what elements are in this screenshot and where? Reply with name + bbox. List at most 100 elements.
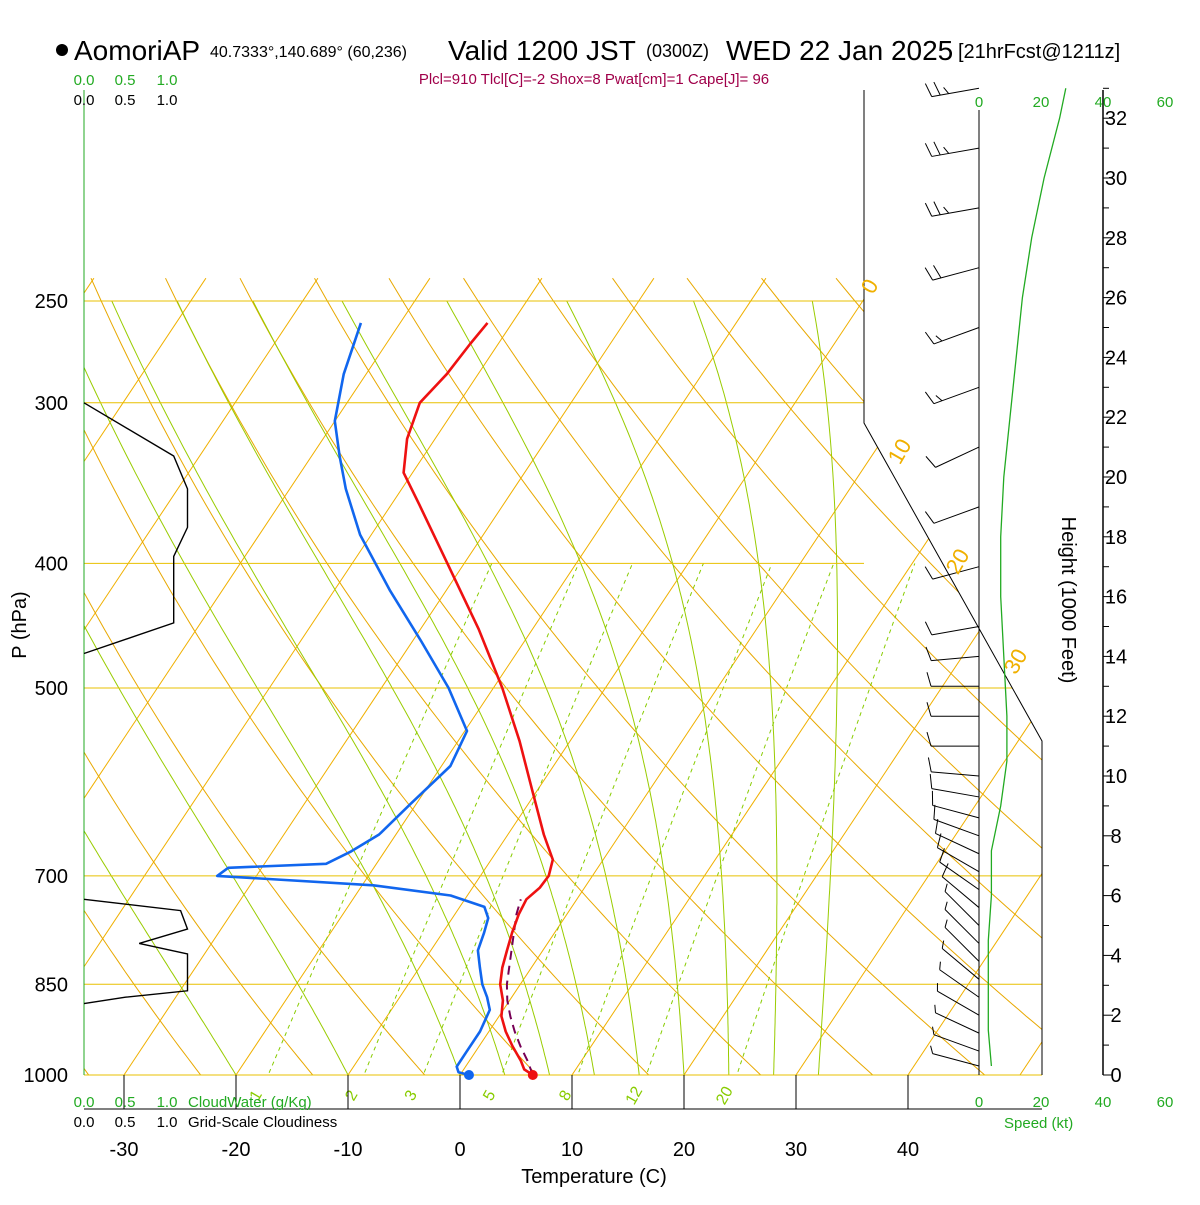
- wind-barb: [932, 791, 979, 818]
- isotherm-line: [890, 278, 1200, 1102]
- height-tick-label: 14: [1105, 646, 1127, 668]
- wind-barb: [926, 447, 979, 467]
- wind-barb-flag: [926, 456, 936, 467]
- speed-tick-bottom: 60: [1157, 1094, 1174, 1111]
- wind-barb-flag: [931, 1046, 933, 1054]
- height-tick-label: 16: [1105, 587, 1127, 609]
- mixing-ratio-line: [728, 563, 915, 1102]
- wind-barb: [935, 1005, 979, 1033]
- wind-barb-staff: [935, 447, 979, 467]
- mixing-ratio-line: [353, 563, 579, 1102]
- isotherm-line: [1002, 278, 1200, 1102]
- wind-barb-staff: [945, 927, 979, 961]
- wind-barb-flag: [925, 84, 931, 97]
- wind-barb: [925, 142, 979, 157]
- utc-time: (0300Z): [646, 41, 709, 61]
- wind-barb-flag: [934, 82, 940, 95]
- wind-barb-staff: [932, 789, 979, 797]
- wind-barb-staff: [932, 627, 979, 635]
- wind-barb-flag: [928, 758, 931, 772]
- cloudwater-legend: CloudWater (g/Kg): [188, 1094, 312, 1111]
- pressure-tick-label: 500: [35, 678, 68, 700]
- forecast-info: [21hrFcst@1211z]: [958, 41, 1120, 63]
- cloudiness-tick-bottom: 1.0: [157, 1114, 178, 1131]
- wind-barb: [925, 387, 979, 403]
- wind-barb: [925, 82, 979, 97]
- cloudiness-legend: Grid-Scale Cloudiness: [188, 1114, 337, 1131]
- cloudiness-tick-top: 1.0: [157, 92, 178, 109]
- height-tick-label: 10: [1105, 766, 1127, 788]
- wind-barb-staff: [931, 656, 979, 660]
- wind-barb-flag: [925, 512, 934, 524]
- wind-barb: [927, 672, 979, 686]
- dry-adiabat-line: [762, 278, 1200, 1102]
- height-tick-label: 32: [1105, 108, 1127, 130]
- wind-barb-flag: [925, 622, 931, 635]
- dry-adiabat-line: [836, 278, 1200, 1102]
- dry-adiabat-line: [985, 278, 1200, 1102]
- isotherm-line: [0, 278, 542, 1102]
- wind-barb-flag: [925, 332, 934, 344]
- cloudiness-tick-top: 0.0: [74, 92, 95, 109]
- wind-barb-flag: [945, 920, 947, 928]
- height-tick-label: 12: [1105, 706, 1127, 728]
- height-axis-title: Height (1000 Feet): [1057, 517, 1079, 684]
- wind-barb-flag: [933, 1027, 934, 1035]
- isotherm-label: 10: [883, 434, 917, 468]
- temp-tick-label: 20: [673, 1139, 695, 1161]
- wind-barb: [945, 884, 979, 926]
- wind-barb-flag: [925, 567, 932, 579]
- pressure-tick-label: 400: [35, 553, 68, 575]
- wind-barb-flag: [935, 819, 937, 833]
- wind-barb-flag: [935, 1005, 936, 1013]
- pressure-tick-label: 850: [35, 974, 68, 996]
- wind-barb: [940, 962, 979, 998]
- height-tick-label: 2: [1110, 1005, 1121, 1027]
- speed-tick-bottom: 20: [1033, 1094, 1050, 1111]
- wind-barb-flag: [925, 203, 931, 216]
- wind-barb-flag: [925, 143, 931, 156]
- mixing-ratio-line: [257, 563, 492, 1102]
- wind-barb-staff: [937, 991, 979, 1015]
- cloudwater-tick-bottom: 0.5: [115, 1094, 136, 1111]
- mixing-ratio-label: 3: [402, 1088, 421, 1104]
- speed-axis-title: Speed (kt): [1004, 1115, 1073, 1132]
- cloudiness-tick-bottom: 0.0: [74, 1114, 95, 1131]
- dry-adiabat-line: [911, 278, 1200, 1102]
- height-tick-label: 8: [1110, 826, 1121, 848]
- wind-barb-flag: [925, 268, 932, 280]
- wind-barb: [925, 328, 979, 344]
- dry-adiabat-line: [1060, 278, 1200, 1102]
- wind-barb-flag: [927, 672, 931, 686]
- isobars: [84, 301, 1042, 1075]
- pressure-tick-label: 1000: [24, 1065, 69, 1087]
- wind-barb-staff: [934, 507, 979, 523]
- speed-tick-bottom: 0: [975, 1094, 983, 1111]
- height-tick-label: 6: [1110, 886, 1121, 908]
- isotherm-line: [442, 278, 990, 1102]
- wind-barb-flag: [930, 774, 932, 788]
- height-tick-label: 30: [1105, 168, 1127, 190]
- temp-tick-label: -10: [334, 1139, 363, 1161]
- pressure-tick-label: 300: [35, 393, 68, 415]
- dewpoint-curve: [217, 323, 490, 1075]
- height-tick-label: 26: [1105, 288, 1127, 310]
- dry-adiabat-line: [91, 278, 676, 1102]
- mixing-ratio-label: 12: [623, 1084, 647, 1108]
- wind-barb-flag: [925, 392, 934, 404]
- height-tick-label: 4: [1110, 945, 1121, 967]
- cloudwater-tick-bottom: 1.0: [157, 1094, 178, 1111]
- pressure-axis-title: P (hPa): [9, 591, 31, 658]
- height-tick-label: 20: [1105, 467, 1127, 489]
- speed-tick-top: 0: [975, 94, 983, 111]
- wind-barb-flag: [940, 962, 941, 970]
- temp-tick-label: 30: [785, 1139, 807, 1161]
- mixing-ratio-line: [637, 563, 834, 1102]
- valid-time: Valid 1200 JST: [448, 35, 636, 66]
- temp-tick-label: -30: [110, 1139, 139, 1161]
- cloudwater-tick-top: 0.5: [115, 72, 136, 89]
- temp-tick-label: -20: [222, 1139, 251, 1161]
- parcel-curve: [507, 899, 533, 1075]
